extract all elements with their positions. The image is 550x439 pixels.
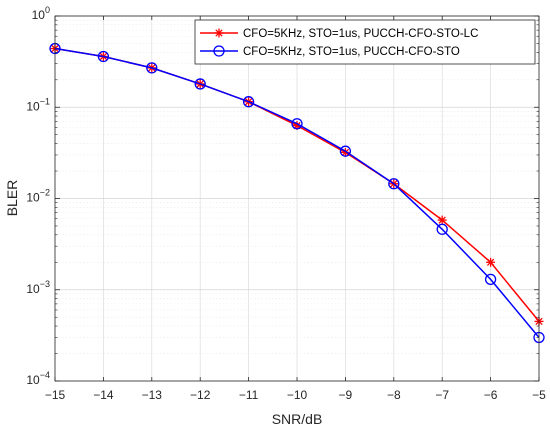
y-tick-label-exponent: −2 — [40, 188, 50, 198]
asterisk-marker — [214, 28, 224, 38]
circle-marker — [436, 223, 448, 235]
circle-marker — [146, 62, 158, 74]
x-tick-label: −10 — [287, 388, 308, 402]
circle-marker — [484, 273, 497, 286]
legend: CFO=5KHz, STO=1us, PUCCH-CFO-STO-LC CFO=5… — [194, 19, 536, 65]
asterisk-marker — [437, 215, 447, 225]
circle-marker — [213, 45, 225, 57]
y-tick-label-exponent: 0 — [45, 5, 50, 15]
series-line-2 — [54, 47, 540, 338]
series-layer — [49, 42, 545, 344]
y-tick-label-exponent: −4 — [40, 370, 50, 380]
y-tick-label-base: 10 — [26, 191, 40, 205]
circle-marker — [242, 96, 255, 108]
x-tick-label: −9 — [339, 388, 353, 402]
y-tick-label-exponent: −1 — [40, 96, 50, 106]
y-tick-label-base: 10 — [32, 8, 46, 22]
legend-items: CFO=5KHz, STO=1us, PUCCH-CFO-STO-LC CFO=5… — [200, 28, 478, 58]
circle-marker — [194, 78, 206, 90]
x-tick-label: −12 — [190, 388, 211, 402]
x-tick-label: −6 — [484, 388, 498, 402]
y-axis-label: BLER — [4, 180, 20, 217]
circle-marker — [388, 178, 400, 190]
x-tick-label: −5 — [532, 388, 546, 402]
circle-marker — [97, 50, 110, 63]
legend-label-1: CFO=5KHz, STO=1us, PUCCH-CFO-STO-LC — [243, 28, 478, 40]
legend-label-2: CFO=5KHz, STO=1us, PUCCH-CFO-STO — [243, 46, 460, 58]
y-tick-label-exponent: −3 — [40, 279, 50, 289]
x-tick-label: −11 — [239, 388, 259, 402]
y-tick-label: 10−1 — [26, 96, 50, 113]
y-tick-label-base: 10 — [26, 373, 40, 387]
legend-box — [194, 19, 536, 65]
x-tick-label: −15 — [45, 388, 66, 402]
x-tick-label: −7 — [435, 388, 449, 402]
x-axis-label: SNR/dB — [272, 411, 323, 427]
circle-marker — [291, 118, 303, 130]
x-tick-label: −13 — [142, 388, 163, 402]
y-tick-label-base: 10 — [26, 282, 40, 296]
x-tick-label: −14 — [93, 388, 114, 402]
circle-marker — [339, 145, 352, 157]
y-tick-label: 10−3 — [26, 279, 50, 296]
x-tick-labels: −15 −14 −13 −12 −11 −10 −9 −8 −7 −6 −5 — [45, 388, 546, 402]
x-tick-label: −8 — [387, 388, 401, 402]
y-tick-label: 10−4 — [26, 370, 50, 387]
asterisk-marker — [486, 257, 496, 267]
ticks — [54, 15, 540, 382]
y-tick-label-base: 10 — [26, 99, 40, 113]
y-tick-label: 10−2 — [26, 188, 50, 205]
y-tick-label: 100 — [32, 5, 50, 22]
